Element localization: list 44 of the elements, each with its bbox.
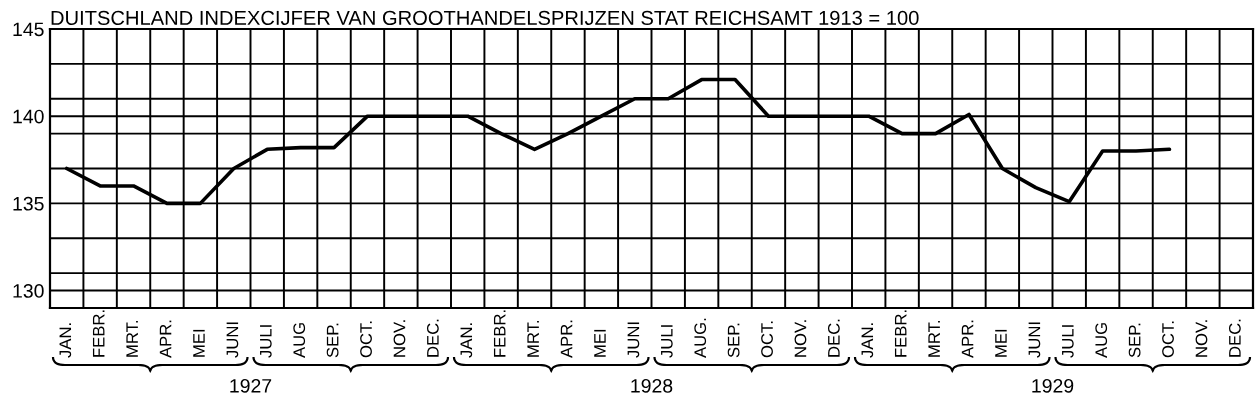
x-tick-label: AUG — [293, 323, 306, 358]
x-tick-label: DEC. — [827, 319, 840, 357]
x-tick-label: DEC. — [426, 319, 439, 357]
x-tick-label: MRT. — [527, 320, 539, 357]
x-tick-label: MEI — [193, 329, 205, 357]
y-tick-label: 145 — [13, 22, 44, 37]
x-tick-label: MRT. — [928, 320, 940, 357]
x-tick-label: FEBR. — [894, 310, 907, 357]
x-tick-label: JAN. — [59, 323, 72, 358]
text: 1929 — [1032, 378, 1074, 393]
x-tick-label: JUNI — [226, 322, 239, 358]
x-tick-label: SEP. — [326, 323, 339, 358]
x-tick-label: FEBR. — [92, 310, 105, 357]
x-tick-label: SEP. — [1128, 323, 1141, 358]
x-tick-label: NOV. — [1195, 320, 1208, 357]
y-tick-label: 135 — [13, 196, 44, 211]
x-tick-label: AUG — [1095, 323, 1108, 358]
x-tick-label: APR. — [961, 320, 974, 358]
x-tick-label: JUNI — [627, 322, 640, 358]
x-tick-label: NOV. — [393, 320, 406, 357]
x-tick-label: JAN. — [861, 323, 874, 358]
x-tick-label: MEI — [995, 329, 1007, 357]
x-tick-label: JAN. — [460, 323, 473, 358]
x-tick-label: MRT. — [126, 320, 138, 357]
text: 1928 — [631, 378, 673, 393]
x-tick-label: APR. — [159, 320, 172, 358]
x-tick-label: JULI — [260, 325, 272, 358]
x-tick-label: OCT. — [761, 321, 773, 358]
x-tick-label: SEP. — [727, 323, 740, 358]
x-tick-label: FEBR. — [493, 310, 506, 357]
x-tick-label: AUG. — [694, 318, 707, 358]
chart-title: DUITSCHLAND INDEXCIJFER VAN GROOTHANDELSPRIJZEN STAT REICHSAMT 1913 = 100 — [51, 10, 919, 26]
x-tick-label: OCT. — [1162, 321, 1174, 358]
y-tick-label: 130 — [13, 284, 44, 298]
x-tick-label: JULI — [1062, 325, 1074, 358]
x-tick-label: JUNI — [1028, 322, 1041, 358]
x-tick-label: MEI — [594, 329, 606, 357]
text: 1927 — [230, 378, 272, 393]
x-tick-label: APR. — [560, 320, 573, 358]
x-tick-label: NOV. — [794, 320, 807, 357]
x-tick-label: DEC. — [1228, 319, 1241, 357]
x-tick-label: JULI — [661, 325, 673, 358]
x-tick-label: OCT. — [360, 321, 372, 358]
y-tick-label: 140 — [13, 109, 44, 124]
